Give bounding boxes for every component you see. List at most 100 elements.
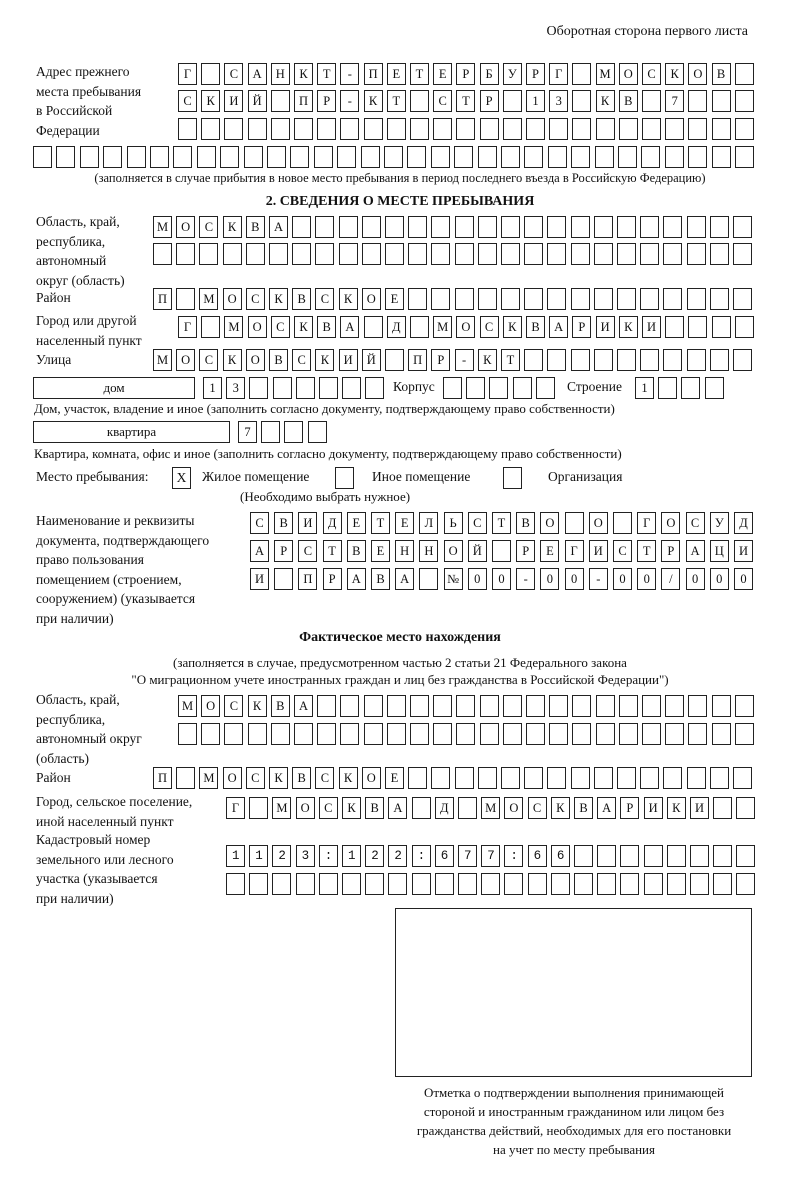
char-box[interactable] <box>617 349 636 371</box>
char-box[interactable] <box>593 349 613 371</box>
char-box[interactable] <box>361 216 381 238</box>
char-box[interactable]: К <box>222 216 242 238</box>
char-box[interactable]: У <box>502 63 522 85</box>
char-box[interactable] <box>564 512 584 534</box>
char-box[interactable] <box>688 695 708 717</box>
char-box[interactable]: А <box>395 568 415 590</box>
char-box[interactable]: Й <box>361 349 381 371</box>
char-box[interactable]: В <box>292 288 312 310</box>
char-box[interactable] <box>733 349 752 371</box>
char-box[interactable] <box>642 90 661 112</box>
char-box[interactable]: Р <box>431 349 451 371</box>
char-box[interactable]: О <box>688 63 708 85</box>
char-box[interactable] <box>572 63 592 85</box>
char-box[interactable]: К <box>247 695 267 717</box>
char-box[interactable]: Т <box>637 540 657 562</box>
char-box[interactable]: Е <box>385 767 404 789</box>
char-box[interactable] <box>388 845 408 867</box>
char-box[interactable] <box>686 243 706 265</box>
char-box[interactable]: О <box>540 512 560 534</box>
char-box[interactable] <box>527 845 547 867</box>
char-box[interactable]: В <box>274 512 294 534</box>
char-box[interactable]: 3 <box>226 377 246 399</box>
char-box[interactable] <box>663 349 683 371</box>
cadastral-row-1[interactable]: 1123:122:677:66 <box>226 845 756 867</box>
char-box[interactable] <box>663 243 683 265</box>
char-box[interactable]: Е <box>371 540 390 562</box>
char-box[interactable]: Г <box>178 316 197 338</box>
char-box[interactable]: М <box>153 349 172 371</box>
char-box[interactable] <box>477 146 497 168</box>
char-box[interactable] <box>734 90 754 112</box>
char-box[interactable]: С <box>270 316 290 338</box>
char-box[interactable] <box>570 288 590 310</box>
char-box[interactable] <box>535 377 555 399</box>
char-box[interactable]: К <box>201 90 221 112</box>
char-box[interactable]: С <box>224 695 244 717</box>
char-box[interactable]: Г <box>549 63 569 85</box>
char-box[interactable]: Е <box>433 63 453 85</box>
char-box[interactable]: В <box>574 797 593 819</box>
char-box[interactable] <box>524 349 544 371</box>
char-box[interactable]: С <box>318 797 338 819</box>
char-box[interactable] <box>385 216 404 238</box>
char-box[interactable] <box>410 118 429 140</box>
char-box[interactable] <box>572 118 592 140</box>
char-box[interactable]: Д <box>434 797 454 819</box>
char-box[interactable] <box>388 873 408 895</box>
char-box[interactable] <box>411 797 431 819</box>
char-box[interactable]: В <box>292 767 312 789</box>
char-box[interactable]: К <box>666 797 686 819</box>
char-box[interactable] <box>734 63 754 85</box>
char-box[interactable]: - <box>516 568 536 590</box>
char-box[interactable] <box>524 243 544 265</box>
char-box[interactable] <box>640 216 660 238</box>
char-box[interactable] <box>272 873 292 895</box>
char-box[interactable] <box>527 873 547 895</box>
char-box[interactable] <box>593 243 613 265</box>
char-box[interactable] <box>666 845 686 867</box>
char-box[interactable] <box>663 767 683 789</box>
char-box[interactable]: П <box>153 767 172 789</box>
char-box[interactable] <box>245 243 265 265</box>
char-box[interactable]: К <box>665 63 685 85</box>
char-box[interactable] <box>524 288 544 310</box>
char-box[interactable]: К <box>363 90 383 112</box>
char-box[interactable]: И <box>690 797 709 819</box>
char-box[interactable]: С <box>315 767 335 789</box>
char-box[interactable] <box>690 873 709 895</box>
char-box[interactable] <box>201 316 221 338</box>
char-box[interactable] <box>663 288 683 310</box>
checkbox-organization[interactable] <box>503 467 522 489</box>
char-box[interactable]: В <box>526 316 545 338</box>
char-box[interactable] <box>501 767 520 789</box>
char-box[interactable] <box>269 243 288 265</box>
char-box[interactable] <box>643 845 663 867</box>
char-box[interactable] <box>103 146 123 168</box>
char-box[interactable] <box>501 243 520 265</box>
char-box[interactable] <box>176 288 196 310</box>
char-box[interactable] <box>430 146 450 168</box>
char-box[interactable]: А <box>340 316 360 338</box>
char-box[interactable] <box>249 797 269 819</box>
char-box[interactable] <box>736 797 756 819</box>
char-box[interactable]: Е <box>346 512 366 534</box>
char-box[interactable] <box>386 118 406 140</box>
char-box[interactable] <box>178 118 197 140</box>
char-box[interactable]: 7 <box>238 421 257 443</box>
char-box[interactable] <box>504 873 524 895</box>
char-box[interactable] <box>295 873 315 895</box>
char-box[interactable] <box>454 288 474 310</box>
char-box[interactable]: М <box>178 695 197 717</box>
char-box[interactable]: С <box>479 316 499 338</box>
char-box[interactable]: Н <box>270 63 290 85</box>
char-box[interactable] <box>640 288 660 310</box>
char-box[interactable] <box>247 118 267 140</box>
char-box[interactable] <box>261 421 281 443</box>
checkbox-other-premises[interactable] <box>335 467 354 489</box>
char-box[interactable]: Д <box>386 316 406 338</box>
house-type-field[interactable]: дом <box>33 377 195 399</box>
char-box[interactable] <box>340 695 360 717</box>
char-box[interactable] <box>315 243 335 265</box>
char-box[interactable] <box>617 767 636 789</box>
